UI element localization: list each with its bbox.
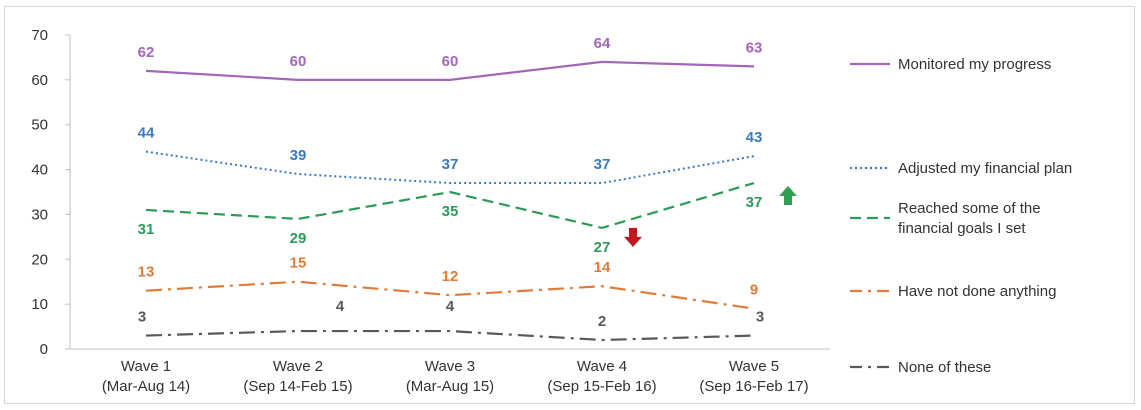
arrow-up-icon	[779, 186, 797, 206]
data-label: 37	[442, 156, 459, 173]
data-label: 27	[594, 239, 611, 256]
series-layer	[145, 60, 755, 342]
chart-frame	[4, 6, 1135, 404]
arrow-down-icon	[624, 227, 642, 247]
legend-label-4: None of these	[898, 359, 991, 376]
x-tick-label-line: (Mar-Aug 15)	[406, 378, 494, 395]
legend-label-2: Reached some of the financial goals I set	[898, 200, 1041, 237]
data-label: 37	[594, 156, 611, 173]
x-tick-label: Wave 2 (Sep 14-Feb 15)	[243, 358, 352, 395]
data-label: 35	[442, 203, 459, 220]
data-label: 3	[756, 309, 764, 326]
data-label: 15	[290, 255, 307, 272]
x-tick-label: Wave 4 (Sep 15-Feb 16)	[547, 358, 656, 395]
legend-label-line: financial goals I set	[898, 220, 1026, 237]
data-label: 3	[138, 309, 146, 326]
data-label: 37	[746, 194, 763, 211]
data-label: 13	[138, 264, 155, 281]
data-label: 2	[598, 313, 606, 330]
data-label: 43	[746, 129, 763, 146]
y-tick-label: 60	[31, 72, 48, 89]
y-tick-label: 30	[31, 206, 48, 223]
data-label: 44	[138, 125, 155, 142]
y-tick-label: 70	[31, 27, 48, 44]
data-label: 29	[290, 230, 307, 247]
x-tick-label-line: Wave 5	[729, 358, 779, 375]
legend-label-0: Monitored my progress	[898, 56, 1051, 73]
x-tick-label: Wave 1 (Mar-Aug 14)	[102, 358, 190, 395]
x-tick-label-line: (Sep 15-Feb 16)	[547, 378, 656, 395]
legend-label-line: None of these	[898, 359, 991, 376]
x-tick-label-line: Wave 1	[121, 358, 171, 375]
series-line-4	[145, 329, 755, 342]
data-label: 64	[594, 35, 611, 52]
data-label: 9	[750, 282, 758, 299]
x-tick-label: Wave 5 (Sep 16-Feb 17)	[699, 358, 808, 395]
data-label: 62	[138, 44, 155, 61]
series-line-3	[145, 280, 755, 310]
series-line-1	[145, 150, 755, 185]
annotations	[624, 186, 797, 247]
data-label: 63	[746, 39, 763, 56]
legend-label-1: Adjusted my financial plan	[898, 160, 1072, 177]
legend-label-line: Monitored my progress	[898, 56, 1051, 73]
x-tick-label-line: (Sep 14-Feb 15)	[243, 378, 352, 395]
y-tick-label: 10	[31, 296, 48, 313]
series-line-0	[145, 60, 755, 81]
x-tick-label-line: Wave 4	[577, 358, 627, 375]
y-tick-label: 0	[40, 341, 48, 358]
data-label: 31	[138, 221, 155, 238]
legend-label-line: Have not done anything	[898, 283, 1056, 300]
data-label: 12	[442, 268, 459, 285]
x-tick-label-line: Wave 2	[273, 358, 323, 375]
y-tick-label: 40	[31, 162, 48, 179]
x-tick-label: Wave 3 (Mar-Aug 15)	[406, 358, 494, 395]
x-tick-label-line: Wave 3	[425, 358, 475, 375]
legend-label-3: Have not done anything	[898, 283, 1056, 300]
axes: 0 10 20 30 40 50 60 70 Wave 1 (Mar-Aug 14) Wave 2 (…	[31, 27, 830, 395]
data-label: 4	[446, 298, 455, 315]
data-label: 60	[290, 53, 307, 70]
legend: Monitored my progress Adjusted my financi…	[850, 56, 1072, 376]
data-label: 60	[442, 53, 459, 70]
data-label: 39	[290, 147, 307, 164]
x-tick-label-line: (Mar-Aug 14)	[102, 378, 190, 395]
y-tick-label: 20	[31, 251, 48, 268]
data-label: 4	[336, 298, 345, 315]
legend-label-line: Reached some of the	[898, 200, 1041, 217]
data-label: 14	[594, 259, 611, 276]
y-tick-label: 50	[31, 117, 48, 134]
series-line-2	[145, 181, 755, 230]
legend-label-line: Adjusted my financial plan	[898, 160, 1072, 177]
x-tick-label-line: (Sep 16-Feb 17)	[699, 378, 808, 395]
